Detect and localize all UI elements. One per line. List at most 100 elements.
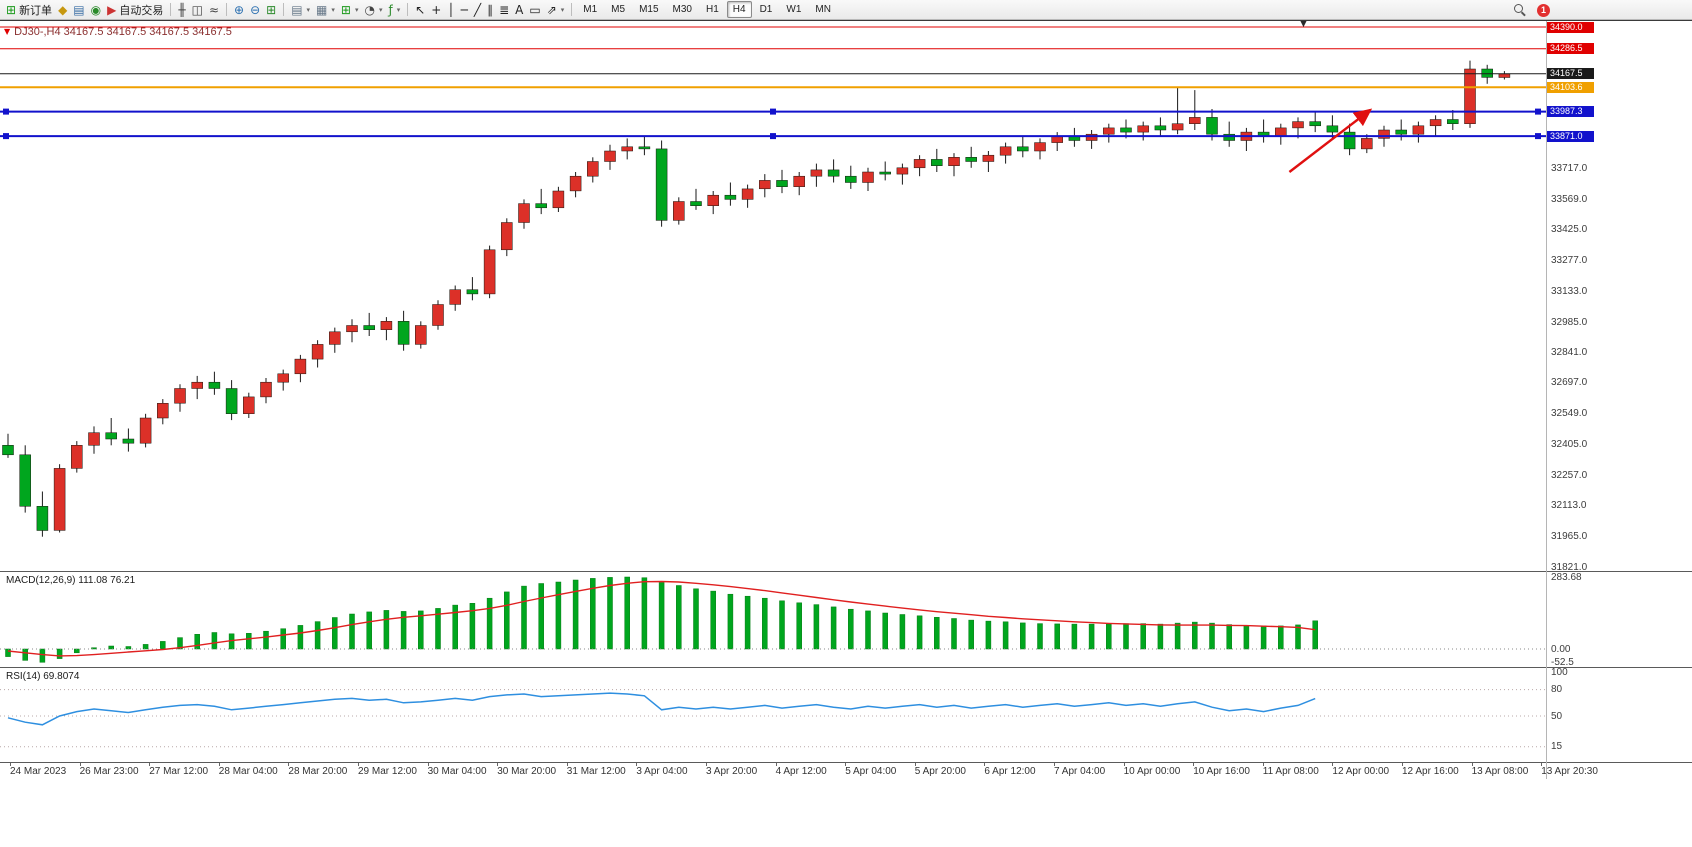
timeframe-m15-button[interactable]: M15 xyxy=(639,4,659,15)
price-axis-label: 31821.0 xyxy=(1551,561,1588,572)
candlestick-chart-button[interactable]: ◫ xyxy=(189,1,206,19)
search-button[interactable] xyxy=(1514,4,1523,16)
time-axis-label: 13 Apr 08:00 xyxy=(1471,766,1529,777)
timeframe-w1-button[interactable]: W1 xyxy=(786,4,802,15)
time-axis-tick xyxy=(1262,763,1264,766)
time-axis-tick xyxy=(149,763,151,766)
cursor-button[interactable]: ↖ xyxy=(412,1,428,19)
chart-ohlc-title: ▼ DJ30-,H4 34167.5 34167.5 34167.5 34167.… xyxy=(4,26,232,38)
period-button[interactable]: ◔ ▾ xyxy=(361,1,385,19)
price-pane: ▼ DJ30-,H4 34167.5 34167.5 34167.5 34167.… xyxy=(0,21,1692,571)
text-button[interactable]: A xyxy=(512,1,526,19)
candlestick-icon: ◫ xyxy=(191,2,203,17)
text-label-icon: ▭ xyxy=(529,2,541,17)
price-level-label: 34286.5 xyxy=(1547,43,1594,55)
time-axis-tick xyxy=(984,763,986,766)
time-axis-tick xyxy=(1471,763,1473,766)
chart-shift-marker-icon[interactable]: ▼ xyxy=(1300,21,1307,29)
time-axis-tick xyxy=(497,763,499,766)
rsi-axis-label: 15 xyxy=(1551,741,1563,753)
autotrading-button[interactable]: ▶ 自动交易 xyxy=(104,1,166,19)
data-window-button[interactable]: ▤ xyxy=(70,1,87,19)
search-icon xyxy=(1514,4,1523,13)
price-axis-label: 32549.0 xyxy=(1551,408,1588,420)
line-chart-button[interactable]: ≈ xyxy=(206,1,222,19)
time-axis-label: 12 Apr 00:00 xyxy=(1332,766,1390,777)
profiles-icon: ▤ xyxy=(291,2,303,17)
toolbar-buttons: ⊞ 新订单 ◆ ▤ ◉ ▶ 自动交易 ╫ ◫ ≈ ⊕ ⊖ ⊞ ▤ ▾ ▦ ▾ ⊞ ▾ ◔ ▾ ƒ ▾ ↖ + │ ─ ╱ ∥ ≣ A ▭ ⇗ ▾ xyxy=(3,1,576,19)
empty-area xyxy=(0,778,1692,846)
line-handle[interactable] xyxy=(770,133,776,140)
vertical-line-button[interactable]: │ xyxy=(444,1,457,19)
timeframe-m30-button[interactable]: M30 xyxy=(672,4,692,15)
templates-button[interactable]: ▦ ▾ xyxy=(313,1,338,19)
timeframe-mn-button[interactable]: MN xyxy=(815,4,831,15)
rsi-axis-label: 80 xyxy=(1551,684,1563,696)
line-handle[interactable] xyxy=(3,108,9,115)
time-axis-label: 10 Apr 00:00 xyxy=(1123,766,1181,777)
tile-windows-button[interactable]: ⊞ xyxy=(263,1,279,19)
chevron-down-icon: ▾ xyxy=(331,5,335,14)
clock-icon: ◔ xyxy=(364,2,375,17)
line-handle[interactable] xyxy=(3,133,9,140)
trendline-icon: ╱ xyxy=(473,2,482,17)
price-axis-label: 32257.0 xyxy=(1551,469,1588,481)
channel-button[interactable]: ∥ xyxy=(484,1,496,19)
line-handle[interactable] xyxy=(1535,108,1541,115)
chevron-down-icon: ▾ xyxy=(396,5,401,14)
macd-axis-label: 0.00 xyxy=(1551,643,1571,655)
timeframe-d1-button[interactable]: D1 xyxy=(759,4,773,15)
time-axis-tick xyxy=(358,763,359,766)
timeframe-m5-button[interactable]: M5 xyxy=(611,4,626,15)
new-order-button-label: 新订单 xyxy=(19,4,53,17)
timeframe-h4-button[interactable]: H4 xyxy=(726,1,752,18)
profiles-button[interactable]: ▤ ▾ xyxy=(288,1,313,19)
time-axis-tick xyxy=(218,763,220,766)
time-axis[interactable]: 24 Mar 2023 26 Mar 23:00 27 Mar 12:00 28 Ma… xyxy=(0,762,1692,779)
zoom-out-button[interactable]: ⊖ xyxy=(247,1,263,19)
price-axis-label: 32697.0 xyxy=(1551,377,1588,389)
candlesticks xyxy=(2,60,1511,537)
history-center-button[interactable]: ◉ xyxy=(88,1,104,19)
time-axis-label: 28 Mar 04:00 xyxy=(218,766,278,777)
horizontal-line-icon: ─ xyxy=(460,2,468,17)
time-axis-tick xyxy=(914,763,916,766)
time-axis-tick xyxy=(1402,763,1403,766)
time-axis-label: 5 Apr 04:00 xyxy=(845,766,897,777)
arrows-button[interactable]: ⇗ ▾ xyxy=(544,1,568,19)
channel-icon: ∥ xyxy=(487,2,494,17)
macd-pane: MACD(12,26,9) 111.08 76.21 283.68 0.00 -52… xyxy=(0,571,1692,667)
metaeditor-button[interactable]: ◆ xyxy=(55,1,70,19)
price-axis-label: 33277.0 xyxy=(1551,255,1588,267)
timeframe-h1-button[interactable]: H1 xyxy=(705,4,719,15)
price-level-label: 34167.5 xyxy=(1547,68,1594,80)
cursor-icon: ↖ xyxy=(415,2,426,17)
zoom-in-button[interactable]: ⊕ xyxy=(231,1,247,19)
toolbar: ⊞ 新订单 ◆ ▤ ◉ ▶ 自动交易 ╫ ◫ ≈ ⊕ ⊖ ⊞ ▤ ▾ ▦ ▾ ⊞ ▾ ◔ ▾ ƒ ▾ ↖ + │ ─ ╱ ∥ ≣ A ▭ ⇗ ▾ … xyxy=(0,0,1692,20)
horizontal-line-button[interactable]: ─ xyxy=(458,1,471,19)
notification-badge[interactable]: 1 xyxy=(1537,3,1550,17)
price-level-label: 34103.6 xyxy=(1547,81,1594,93)
bar-chart-button[interactable]: ╫ xyxy=(175,1,188,19)
price-axis-label: 32113.0 xyxy=(1551,500,1587,512)
indicators-button[interactable]: ƒ ▾ xyxy=(385,1,403,19)
trend-arrow[interactable] xyxy=(1288,108,1373,173)
new-order-button[interactable]: ⊞ 新订单 xyxy=(3,1,55,19)
time-axis-label: 27 Mar 12:00 xyxy=(149,766,209,777)
time-axis-tick xyxy=(1054,763,1055,766)
crosshair-button[interactable]: + xyxy=(428,1,444,19)
vertical-line-icon: │ xyxy=(447,2,455,17)
line-handle[interactable] xyxy=(770,108,776,115)
line-handle[interactable] xyxy=(1535,133,1541,140)
time-axis-label: 3 Apr 20:00 xyxy=(706,766,758,777)
history-center-icon: ◉ xyxy=(90,2,102,17)
fibonacci-button[interactable]: ≣ xyxy=(496,1,512,19)
timeframe-m1-button[interactable]: M1 xyxy=(583,4,598,15)
macd-axis-label: -52.5 xyxy=(1551,656,1574,667)
trendline-button[interactable]: ╱ xyxy=(471,1,484,19)
time-axis-label: 29 Mar 12:00 xyxy=(358,766,417,777)
text-label-button[interactable]: ▭ xyxy=(526,1,543,19)
new-chart-button[interactable]: ⊞ ▾ xyxy=(338,1,362,19)
time-axis-tick xyxy=(566,763,568,766)
